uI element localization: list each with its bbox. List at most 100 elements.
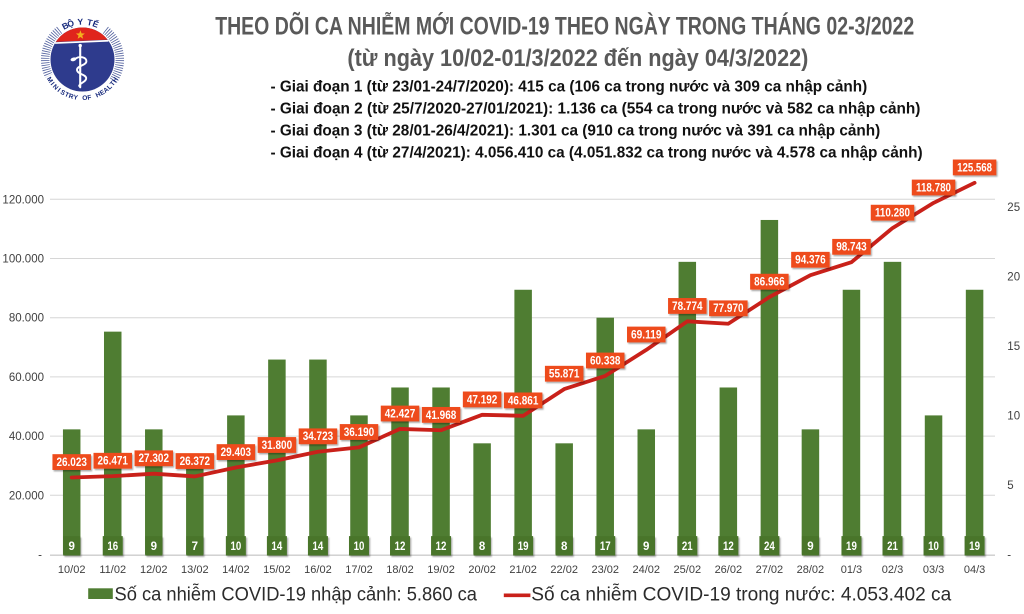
svg-text:16: 16 [107, 541, 118, 553]
svg-text:29.403: 29.403 [221, 447, 252, 459]
svg-text:Ế: Ế [91, 18, 100, 29]
svg-text:10: 10 [354, 541, 365, 553]
svg-text:7: 7 [192, 541, 198, 553]
svg-text:21: 21 [682, 541, 693, 553]
svg-text:42.427: 42.427 [385, 408, 416, 420]
svg-text:14: 14 [272, 541, 283, 553]
svg-text:25/02: 25/02 [674, 564, 702, 576]
svg-text:40.000: 40.000 [9, 431, 44, 443]
svg-text:26.023: 26.023 [56, 457, 87, 469]
svg-text:60.338: 60.338 [590, 355, 621, 367]
svg-text:01/3: 01/3 [841, 564, 862, 576]
svg-text:14: 14 [313, 541, 324, 553]
svg-text:25: 25 [1007, 202, 1020, 214]
svg-text:36.190: 36.190 [344, 427, 375, 439]
svg-text:12: 12 [723, 541, 734, 553]
svg-text:Số ca nhiễm COVID-19 trong nướ: Số ca nhiễm COVID-19 trong nước: 4.053.4… [531, 584, 951, 606]
svg-text:H: H [111, 76, 120, 84]
svg-text:46.861: 46.861 [508, 395, 539, 407]
svg-text:26/02: 26/02 [715, 564, 743, 576]
svg-text:47.192: 47.192 [467, 394, 498, 406]
svg-text:Y: Y [73, 94, 79, 102]
svg-text:L: L [106, 84, 114, 92]
svg-text:Số ca nhiễm COVID-19 nhập cảnh: Số ca nhiễm COVID-19 nhập cảnh: 5.860 ca [115, 584, 478, 606]
svg-text:26.372: 26.372 [180, 456, 211, 468]
svg-text:23/02: 23/02 [591, 564, 619, 576]
svg-text:M: M [45, 76, 54, 85]
svg-text:I: I [56, 87, 62, 94]
svg-text:8: 8 [479, 541, 486, 553]
svg-text:B: B [60, 20, 70, 32]
svg-text:19: 19 [969, 541, 980, 553]
svg-text:10/02: 10/02 [58, 564, 86, 576]
svg-text:28/02: 28/02 [797, 564, 825, 576]
svg-text:Y: Y [77, 17, 84, 27]
svg-text:-: - [38, 550, 42, 562]
svg-text:N: N [51, 83, 59, 91]
svg-text:10: 10 [1007, 411, 1020, 423]
svg-text:26.471: 26.471 [97, 456, 128, 468]
svg-text:12: 12 [436, 541, 447, 553]
svg-text:12: 12 [395, 541, 406, 553]
svg-text:R: R [68, 93, 75, 101]
svg-text:80.000: 80.000 [9, 313, 44, 325]
svg-text:78.774: 78.774 [672, 301, 703, 313]
svg-text:27/02: 27/02 [756, 564, 784, 576]
svg-text:14/02: 14/02 [222, 564, 250, 576]
svg-text:5: 5 [1007, 480, 1013, 492]
svg-text:27.302: 27.302 [139, 453, 170, 465]
svg-text:20.000: 20.000 [9, 490, 44, 502]
svg-text:11/02: 11/02 [99, 564, 126, 576]
svg-text:20/02: 20/02 [468, 564, 496, 576]
svg-text:E: E [99, 89, 107, 98]
svg-text:17/02: 17/02 [345, 564, 373, 576]
svg-text:60.000: 60.000 [9, 372, 44, 384]
svg-text:15: 15 [1007, 341, 1020, 353]
svg-text:94.376: 94.376 [795, 255, 826, 267]
svg-text:S: S [59, 89, 67, 98]
svg-text:118.780: 118.780 [916, 182, 951, 194]
svg-text:77.970: 77.970 [713, 303, 744, 315]
svg-text:125.568: 125.568 [957, 162, 993, 174]
svg-text:24/02: 24/02 [632, 564, 660, 576]
svg-text:A: A [102, 86, 110, 95]
svg-text:100.000: 100.000 [2, 254, 44, 266]
svg-text:- Giai đoạn 1 (từ 23/01-24/7/2: - Giai đoạn 1 (từ 23/01-24/7/2020): 415 … [271, 79, 868, 96]
svg-text:98.743: 98.743 [836, 242, 867, 254]
svg-text:19/02: 19/02 [427, 564, 455, 576]
svg-text:17: 17 [600, 541, 611, 553]
svg-text:- Giai đoạn 2 (từ 25/7/2020-27: - Giai đoạn 2 (từ 25/7/2020-27/01/2021):… [271, 101, 921, 118]
svg-text:Ộ: Ộ [66, 17, 76, 30]
svg-text:T: T [109, 80, 117, 88]
svg-text:04/3: 04/3 [964, 564, 985, 576]
svg-text:F: F [87, 94, 92, 102]
svg-text:H: H [95, 91, 102, 99]
svg-text:34.723: 34.723 [303, 431, 334, 443]
svg-text:03/3: 03/3 [923, 564, 944, 576]
svg-text:- Giai đoạn 3 (từ 28/01-26/4/2: - Giai đoạn 3 (từ 28/01-26/4/2021): 1.30… [271, 123, 881, 140]
svg-text:31.800: 31.800 [262, 440, 293, 452]
svg-text:9: 9 [151, 541, 157, 553]
svg-text:9: 9 [643, 541, 649, 553]
svg-text:69.119: 69.119 [631, 329, 662, 341]
svg-text:55.871: 55.871 [549, 369, 580, 381]
svg-text:10: 10 [928, 541, 939, 553]
svg-text:- Giai đoạn 4 (từ 27/4/2021):: - Giai đoạn 4 (từ 27/4/2021): 4.056.410 … [271, 145, 923, 162]
svg-text:110.280: 110.280 [875, 208, 910, 220]
svg-text:-: - [1007, 550, 1011, 562]
svg-text:20: 20 [1007, 272, 1020, 284]
svg-text:9: 9 [807, 541, 813, 553]
svg-text:21: 21 [887, 541, 898, 553]
svg-text:T: T [63, 91, 70, 99]
svg-text:I: I [49, 81, 56, 87]
svg-text:(từ ngày 10/02-01/3/2022 đến n: (từ ngày 10/02-01/3/2022 đến ngày 04/3/2… [347, 45, 808, 72]
svg-text:41.968: 41.968 [426, 410, 457, 422]
svg-text:T: T [86, 17, 94, 28]
svg-text:THEO DÕI CA NHIỄM MỚI COVID-19: THEO DÕI CA NHIỄM MỚI COVID-19 THEO NGÀY… [215, 11, 914, 41]
svg-text:12/02: 12/02 [140, 564, 168, 576]
svg-text:24: 24 [764, 541, 775, 553]
svg-text:21/02: 21/02 [509, 564, 537, 576]
svg-text:86.966: 86.966 [754, 277, 785, 289]
svg-text:120.000: 120.000 [2, 194, 44, 206]
svg-text:9: 9 [68, 541, 74, 553]
